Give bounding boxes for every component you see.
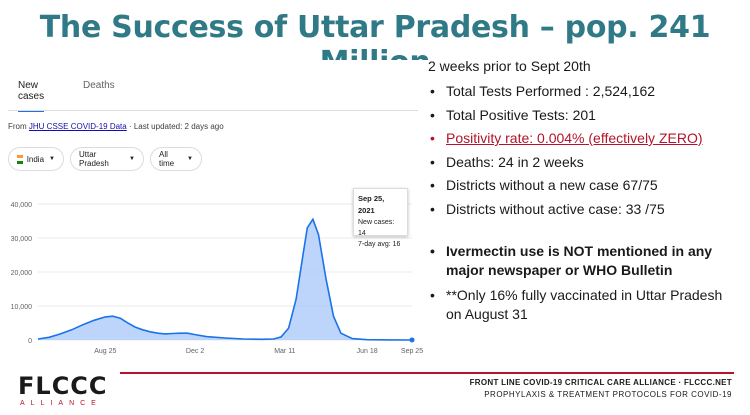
- y-tick-label: 30,000: [11, 236, 33, 243]
- source-link[interactable]: JHU CSSE COVID-19 Data: [28, 122, 127, 131]
- chevron-down-icon: ▼: [49, 156, 55, 162]
- country-dropdown[interactable]: India ▼: [8, 147, 64, 171]
- chevron-down-icon: ▼: [187, 156, 193, 162]
- flccc-logo: FLCCC ALLIANCE: [18, 372, 113, 412]
- list-item-ivermectin-note: Ivermectin use is NOT mentioned in any m…: [428, 242, 728, 280]
- x-tick-label: Dec 2: [186, 348, 204, 355]
- footer-tagline: PROPHYLAXIS & TREATMENT PROTOCOLS FOR CO…: [484, 390, 732, 399]
- list-item-vaccination-note: **Only 16% fully vaccinated in Uttar Pra…: [428, 286, 728, 324]
- range-value: All time: [159, 150, 175, 168]
- region-value: Uttar Pradesh: [79, 150, 109, 168]
- region-dropdown[interactable]: Uttar Pradesh ▼: [70, 147, 144, 171]
- tab-new-cases[interactable]: New cases: [18, 80, 44, 112]
- y-tick-label: 10,000: [11, 304, 33, 311]
- india-flag-icon: [17, 154, 23, 164]
- footer-divider: [120, 372, 734, 374]
- stats-list: Total Tests Performed : 2,524,162 Total …: [428, 80, 703, 221]
- range-dropdown[interactable]: All time ▼: [150, 147, 202, 171]
- list-item: Districts without active case: 33 /75: [428, 198, 703, 222]
- y-tick-label: 0: [28, 338, 32, 345]
- footer-org-line: FRONT LINE COVID-19 CRITICAL CARE ALLIAN…: [469, 378, 732, 387]
- list-item: Districts without a new case 67/75: [428, 174, 703, 198]
- chevron-down-icon: ▼: [129, 156, 135, 162]
- x-tick-label: Sep 25: [401, 348, 423, 355]
- list-item: Total Tests Performed : 2,524,162: [428, 80, 703, 104]
- last-updated: · Last updated: 2 days ago: [128, 122, 224, 131]
- cases-chart[interactable]: 40,000 30,000 20,000 10,000 0 Aug 25 Dec 2 Mar …: [0, 190, 430, 365]
- data-point: [409, 337, 415, 343]
- source-line: From JHU CSSE COVID-19 Data · Last updat…: [8, 122, 224, 131]
- list-item: Deaths: 24 in 2 weeks: [428, 151, 703, 175]
- logo-text: FLCCC: [18, 372, 108, 400]
- notes-list: Ivermectin use is NOT mentioned in any m…: [428, 242, 728, 330]
- x-tick-label: Jun 18: [357, 348, 378, 355]
- source-prefix: From: [8, 122, 27, 131]
- x-tick-label: Aug 25: [94, 348, 116, 355]
- y-tick-label: 20,000: [11, 270, 33, 277]
- x-tick-label: Mar 11: [274, 348, 295, 355]
- y-tick-label: 40,000: [11, 202, 33, 209]
- tooltip-new-cases: New cases: 14: [358, 219, 395, 237]
- area-fill: [38, 219, 412, 340]
- series-line: [37, 217, 413, 341]
- tooltip-date: Sep 25, 2021: [358, 194, 385, 215]
- tab-divider: [8, 110, 418, 111]
- period-subtitle: 2 weeks prior to Sept 20th: [428, 58, 591, 74]
- country-value: India: [26, 154, 45, 164]
- list-item-positivity: Positivity rate: 0.004% (effectively ZER…: [428, 127, 703, 151]
- chart-tooltip: Sep 25, 2021 New cases: 14 7-day avg: 16: [353, 188, 408, 248]
- tooltip-avg: 7-day avg: 16: [358, 241, 401, 248]
- logo-subtext: ALLIANCE: [20, 400, 102, 407]
- list-item: Total Positive Tests: 201: [428, 104, 703, 128]
- tab-deaths[interactable]: Deaths: [83, 80, 115, 91]
